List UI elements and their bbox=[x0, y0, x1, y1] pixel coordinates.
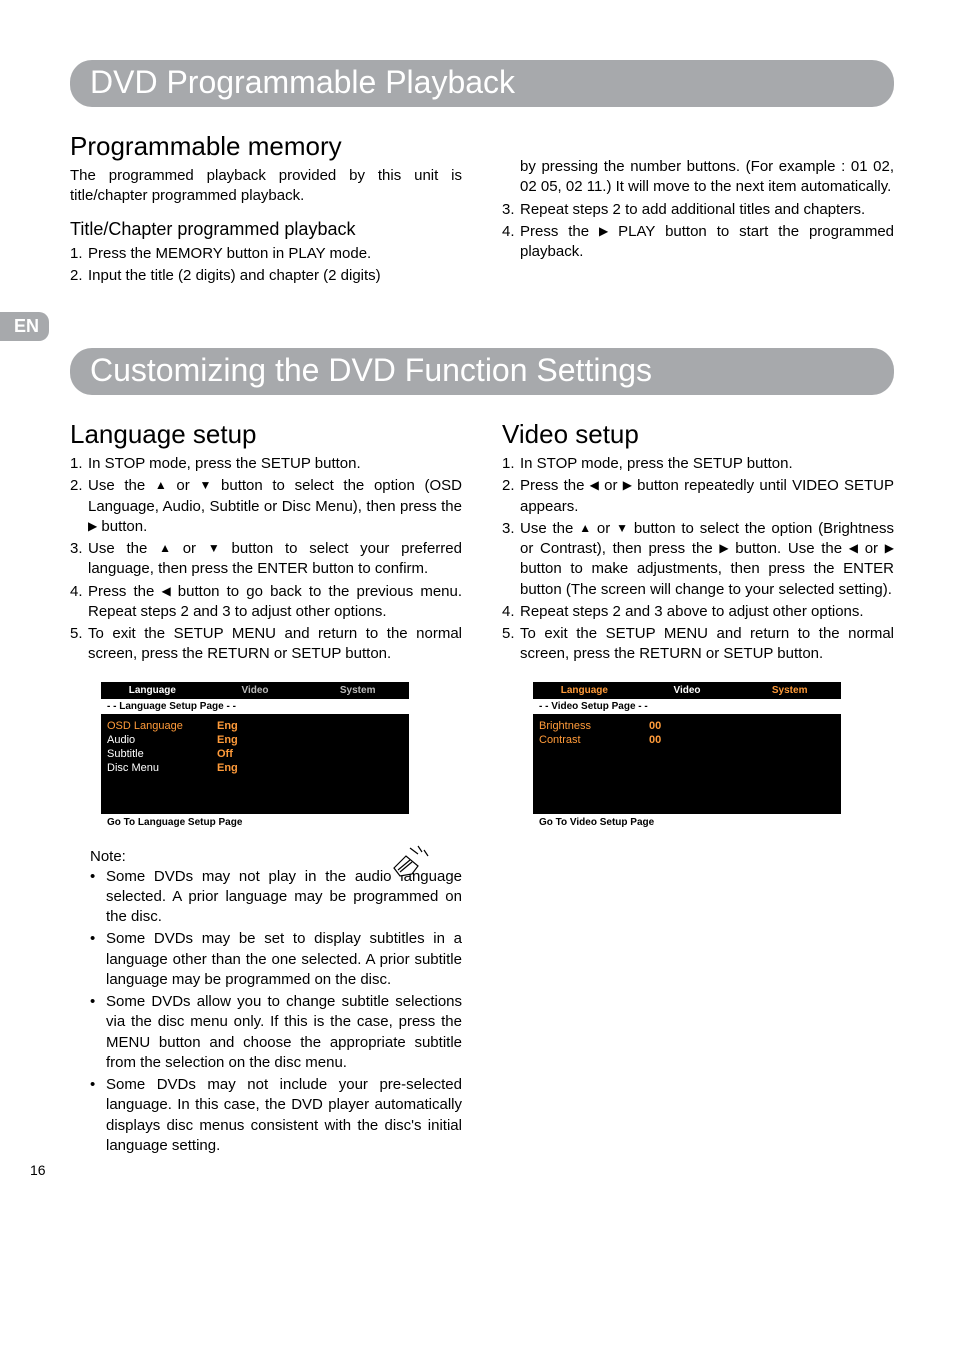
osd-page-row: - - Video Setup Page - - bbox=[533, 699, 841, 714]
osd-row-value: Eng bbox=[217, 734, 403, 746]
osd-row-label: Brightness bbox=[539, 720, 649, 732]
osd-page-row: - - Language Setup Page - - bbox=[101, 699, 409, 714]
osd-language-setup: Language Video System - - Language Setup… bbox=[100, 681, 410, 832]
osd-footer: Go To Language Setup Page bbox=[101, 814, 409, 831]
subheading-title-chapter: Title/Chapter programmed playback bbox=[70, 219, 462, 240]
left-arrow-icon: ◀ bbox=[849, 540, 858, 556]
step-text: To exit the SETUP MENU and return to the… bbox=[520, 624, 894, 665]
osd-video-setup: Language Video System - - Video Setup Pa… bbox=[532, 681, 842, 832]
section-title-customizing: Customizing the DVD Function Settings bbox=[70, 348, 894, 395]
osd-tab-language: Language bbox=[533, 682, 636, 699]
heading-programmable-memory: Programmable memory bbox=[70, 131, 462, 162]
page-number: 16 bbox=[30, 1162, 46, 1178]
bullet-dot: • bbox=[90, 1075, 106, 1156]
osd-row-label: Contrast bbox=[539, 734, 649, 746]
osd-row-value: 00 bbox=[649, 720, 835, 732]
step-text: Use the ▲ or ▼ button to select the opti… bbox=[520, 519, 894, 600]
osd-row-label: Subtitle bbox=[107, 748, 217, 760]
step-number: 1. bbox=[502, 454, 520, 474]
osd-row-label: OSD Language bbox=[107, 720, 217, 732]
osd-tab-system: System bbox=[306, 682, 409, 699]
step-number: 3. bbox=[502, 200, 520, 220]
bullet-dot: • bbox=[90, 929, 106, 990]
up-arrow-icon: ▲ bbox=[579, 520, 591, 536]
note-bullet: Some DVDs may be set to display subtitle… bbox=[106, 929, 462, 990]
right-arrow-icon: ▶ bbox=[719, 540, 728, 556]
step-text: Use the ▲ or ▼ button to select the opti… bbox=[88, 476, 462, 537]
right-arrow-icon: ▶ bbox=[885, 540, 894, 556]
step-continuation: by pressing the number buttons. (For exa… bbox=[502, 157, 894, 198]
osd-row-value: Off bbox=[217, 748, 403, 760]
step-text: To exit the SETUP MENU and return to the… bbox=[88, 624, 462, 665]
bullet-dot: • bbox=[90, 992, 106, 1073]
down-arrow-icon: ▼ bbox=[208, 540, 220, 556]
osd-row-label: Disc Menu bbox=[107, 762, 217, 774]
osd-tab-video: Video bbox=[204, 682, 307, 699]
note-bullet: Some DVDs allow you to change subtitle s… bbox=[106, 992, 462, 1073]
step-number: 4. bbox=[70, 582, 88, 623]
step-number: 2. bbox=[70, 476, 88, 537]
step-number: 3. bbox=[70, 539, 88, 580]
left-arrow-icon: ◀ bbox=[161, 583, 170, 599]
up-arrow-icon: ▲ bbox=[159, 540, 171, 556]
step-text: In STOP mode, press the SETUP button. bbox=[520, 454, 894, 474]
step-text: Repeat steps 2 and 3 above to adjust oth… bbox=[520, 602, 894, 622]
step-text: Input the title (2 digits) and chapter (… bbox=[88, 266, 462, 286]
heading-language-setup: Language setup bbox=[70, 419, 462, 450]
osd-tab-system: System bbox=[738, 682, 841, 699]
step-number: 5. bbox=[502, 624, 520, 665]
step-text: Press the MEMORY button in PLAY mode. bbox=[88, 244, 462, 264]
step-text: Repeat steps 2 to add additional titles … bbox=[520, 200, 894, 220]
section-title-playback: DVD Programmable Playback bbox=[70, 60, 894, 107]
osd-row-value: 00 bbox=[649, 734, 835, 746]
intro-text: The programmed playback provided by this… bbox=[70, 166, 462, 207]
step-number: 2. bbox=[502, 476, 520, 517]
down-arrow-icon: ▼ bbox=[199, 477, 211, 493]
heading-video-setup: Video setup bbox=[502, 419, 894, 450]
osd-tab-video: Video bbox=[636, 682, 739, 699]
left-arrow-icon: ◀ bbox=[590, 477, 599, 493]
step-number: 5. bbox=[70, 624, 88, 665]
osd-row-label: Audio bbox=[107, 734, 217, 746]
right-arrow-icon: ▶ bbox=[599, 223, 608, 239]
bullet-dot: • bbox=[90, 867, 106, 928]
osd-row-value: Eng bbox=[217, 762, 403, 774]
note-bullet: Some DVDs may not include your pre-selec… bbox=[106, 1075, 462, 1156]
osd-row-value: Eng bbox=[217, 720, 403, 732]
step-number: 1. bbox=[70, 244, 88, 264]
step-number: 3. bbox=[502, 519, 520, 600]
right-arrow-icon: ▶ bbox=[623, 477, 632, 493]
step-text: Press the ◀ button to go back to the pre… bbox=[88, 582, 462, 623]
step-number: 2. bbox=[70, 266, 88, 286]
down-arrow-icon: ▼ bbox=[616, 520, 628, 536]
note-hand-icon bbox=[388, 842, 432, 886]
step-number: 4. bbox=[502, 222, 520, 263]
step-text: Use the ▲ or ▼ button to select your pre… bbox=[88, 539, 462, 580]
up-arrow-icon: ▲ bbox=[155, 477, 167, 493]
right-arrow-icon: ▶ bbox=[88, 518, 97, 534]
osd-footer: Go To Video Setup Page bbox=[533, 814, 841, 831]
step-number: 4. bbox=[502, 602, 520, 622]
step-text: Press the ▶ PLAY button to start the pro… bbox=[520, 222, 894, 263]
language-badge: EN bbox=[0, 312, 49, 341]
step-text: In STOP mode, press the SETUP button. bbox=[88, 454, 462, 474]
step-number: 1. bbox=[70, 454, 88, 474]
osd-tab-language: Language bbox=[101, 682, 204, 699]
step-text: Press the ◀ or ▶ button repeatedly until… bbox=[520, 476, 894, 517]
